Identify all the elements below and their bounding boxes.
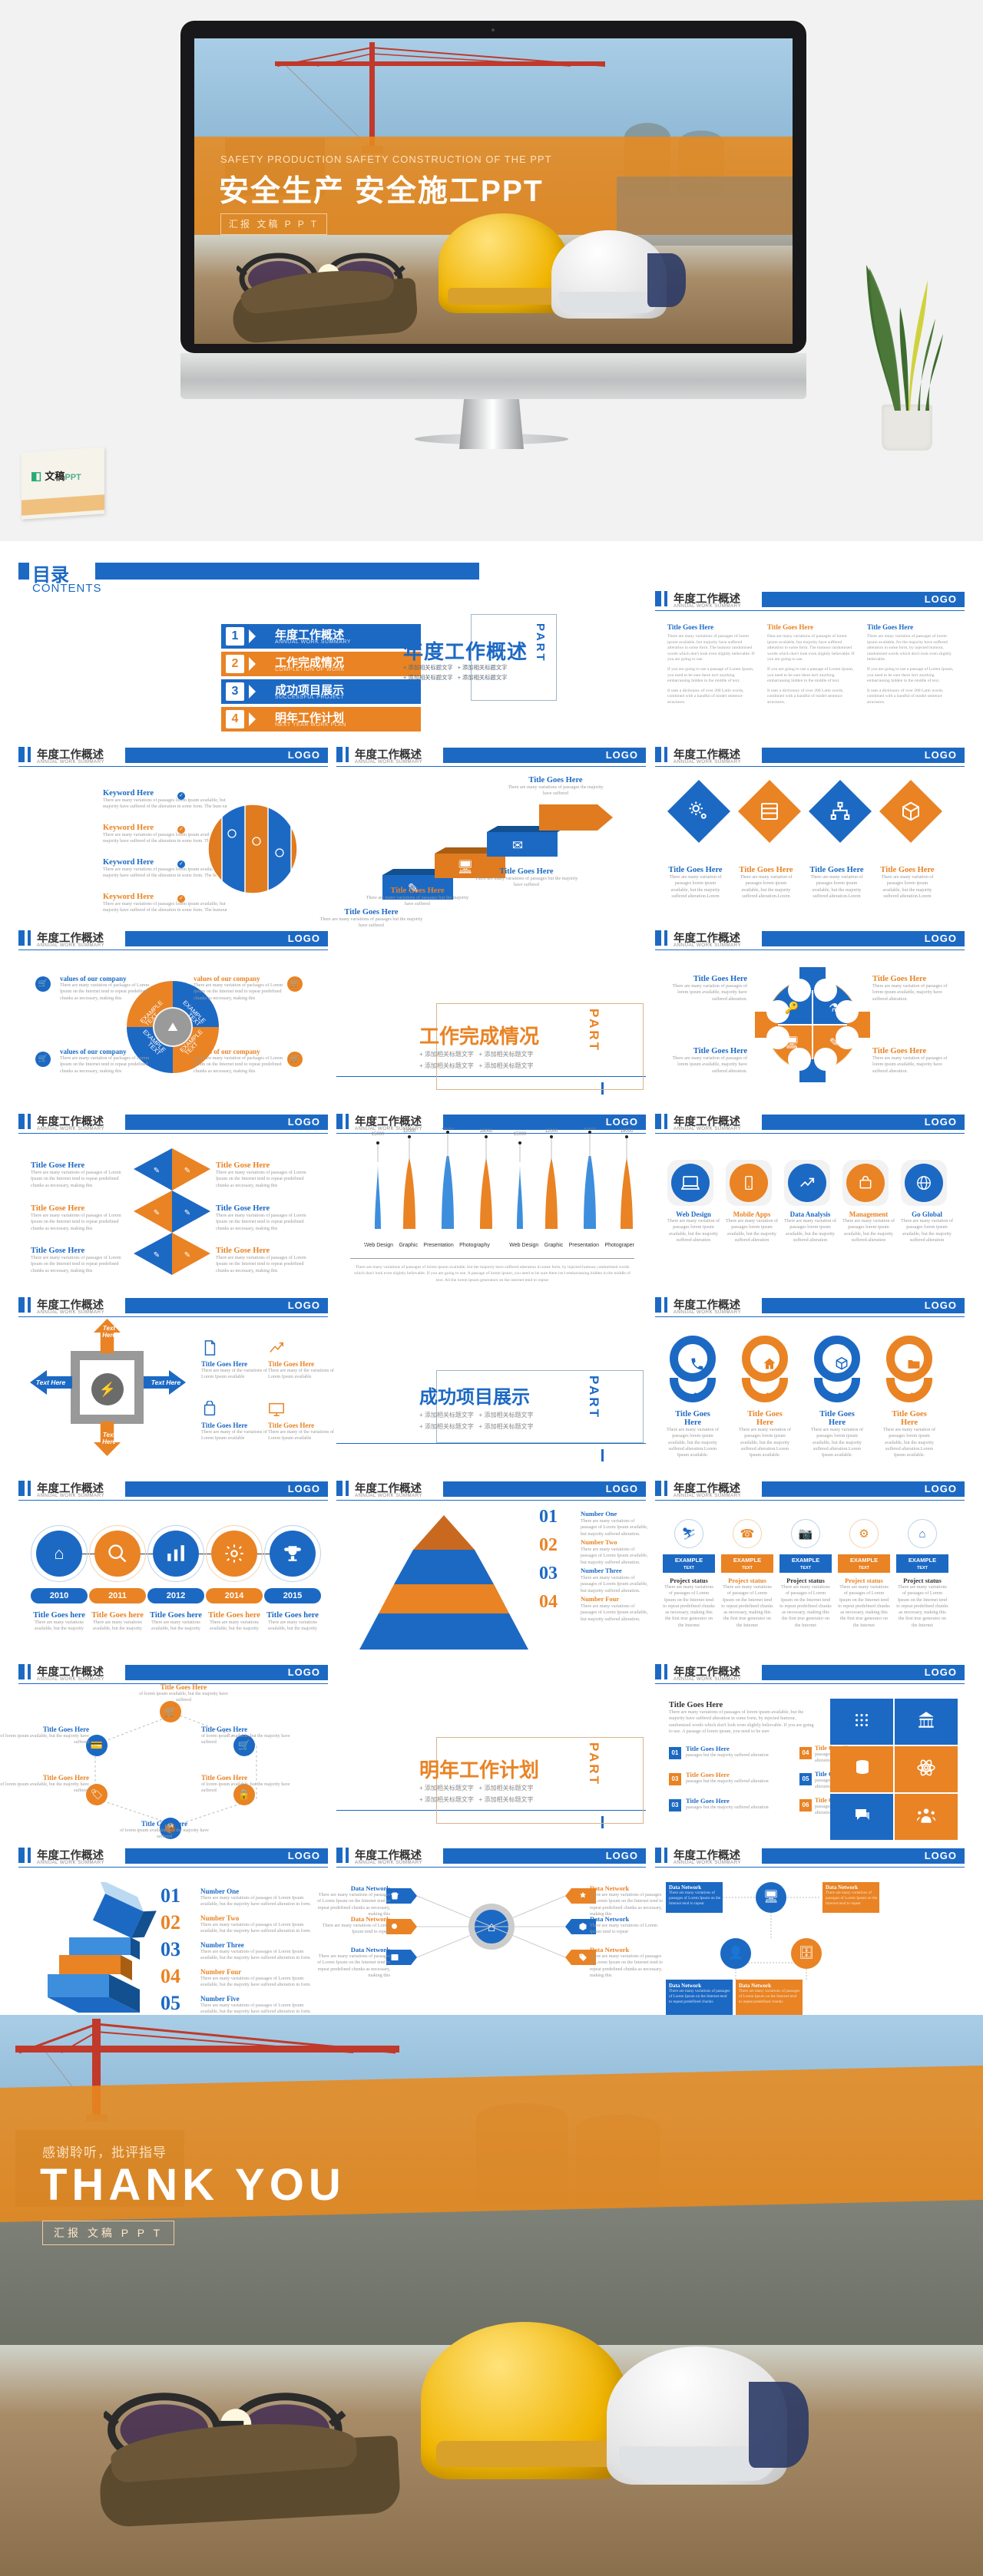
svg-text:18000: 18000 <box>621 1129 634 1134</box>
svg-text:✎: ✎ <box>184 1167 190 1175</box>
svg-text:✎: ✎ <box>829 1036 839 1049</box>
svg-text:⚗: ⚗ <box>829 1002 839 1015</box>
svg-text:12000: 12000 <box>545 1129 558 1134</box>
svg-text:18000: 18000 <box>480 1129 493 1134</box>
svg-text:10000: 10000 <box>442 1128 455 1131</box>
svg-text:15000: 15000 <box>514 1132 527 1137</box>
svg-text:12000: 12000 <box>403 1129 416 1134</box>
svg-text:✉: ✉ <box>512 838 523 853</box>
svg-text:✎: ✎ <box>184 1251 190 1260</box>
svg-text:✎: ✎ <box>154 1167 160 1175</box>
svg-text:⛰: ⛰ <box>167 1021 178 1034</box>
svg-text:10000: 10000 <box>584 1128 597 1131</box>
svg-text:✎: ✎ <box>184 1209 190 1217</box>
svg-text:15000: 15000 <box>372 1132 385 1137</box>
svg-text:🖥: 🖥 <box>784 1036 799 1049</box>
svg-text:🔑: 🔑 <box>785 1000 799 1015</box>
svg-text:✎: ✎ <box>154 1209 160 1217</box>
svg-text:✎: ✎ <box>154 1251 160 1260</box>
svg-text:🖥: 🖥 <box>457 860 474 874</box>
